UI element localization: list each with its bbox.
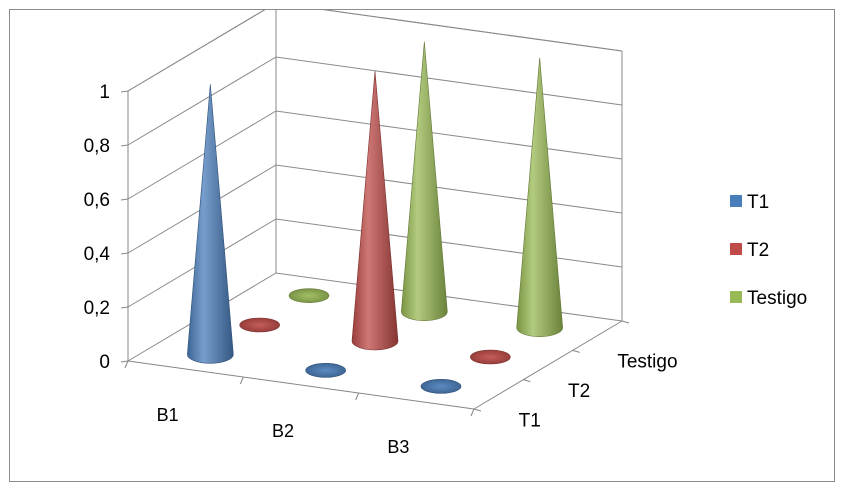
x-tick-label: B1 [157, 405, 179, 425]
gridline [127, 56, 623, 146]
chart-canvas: 0 0,2 0,4 0,6 0,8 1 B1 B2 B3 T1 T2 Testigo T1 T2 Test… [84, 2, 807, 457]
cone-t1-b1 [187, 84, 234, 364]
legend-swatch-testigo [730, 291, 742, 303]
y-tick [120, 198, 129, 201]
depth-tick-label: T1 [519, 410, 541, 431]
x-tick [239, 376, 244, 385]
disc-testigo-b1 [288, 288, 330, 303]
chart-frame: 0 0,2 0,4 0,6 0,8 1 B1 B2 B3 T1 T2 Testigo T1 T2 Test… [9, 2, 835, 482]
y-tick-label: 0,4 [84, 244, 111, 265]
x-tick-label: B2 [272, 421, 294, 441]
legend-swatch-t2 [730, 243, 742, 255]
legend-label-t2: T2 [747, 240, 769, 261]
gridline [127, 218, 623, 308]
legend-label-testigo: Testigo [747, 288, 807, 309]
gridline [127, 164, 623, 254]
y-tick [120, 144, 129, 147]
disc-t1-b3 [420, 379, 462, 394]
tick-labels: 0 0,2 0,4 0,6 0,8 1 B1 B2 B3 T1 T2 Testigo [84, 82, 678, 457]
y-tick [120, 90, 129, 93]
depth-tick [473, 408, 482, 412]
depth-axis-line [473, 320, 623, 410]
depth-tick [572, 349, 580, 353]
y-tick-label: 0 [99, 352, 110, 373]
legend-label-t1: T1 [747, 192, 769, 213]
gridline [127, 272, 623, 362]
disc-t1-b2 [305, 363, 346, 378]
chart-axes [120, 90, 630, 417]
legend-swatch-t1 [730, 195, 742, 207]
depth-tick [523, 379, 531, 383]
x-tick [355, 392, 360, 401]
legend: T1 T2 Testigo [730, 192, 807, 309]
depth-tick-label: Testigo [617, 352, 677, 373]
depth-tick-label: T2 [568, 381, 590, 402]
x-tick-label: B3 [387, 437, 409, 457]
cone-testigo-b3 [516, 57, 563, 337]
cone-t2-b2 [351, 70, 399, 351]
y-tick [120, 306, 129, 309]
x-tick [470, 408, 475, 417]
gridline [127, 110, 623, 200]
depth-tick [621, 320, 630, 324]
disc-t2-b3 [470, 349, 511, 365]
x-tick [124, 360, 129, 369]
y-tick-label: 0,8 [84, 136, 110, 157]
x-axis-line [127, 360, 475, 410]
disc-t2-b1 [239, 317, 280, 333]
y-tick [120, 360, 129, 363]
cone-testigo-b2 [401, 41, 448, 321]
chart-marks [187, 41, 563, 394]
y-tick-label: 0,2 [84, 298, 110, 319]
y-tick-label: 0,6 [84, 190, 110, 211]
y-tick-label: 1 [99, 82, 110, 103]
y-tick [120, 252, 129, 255]
